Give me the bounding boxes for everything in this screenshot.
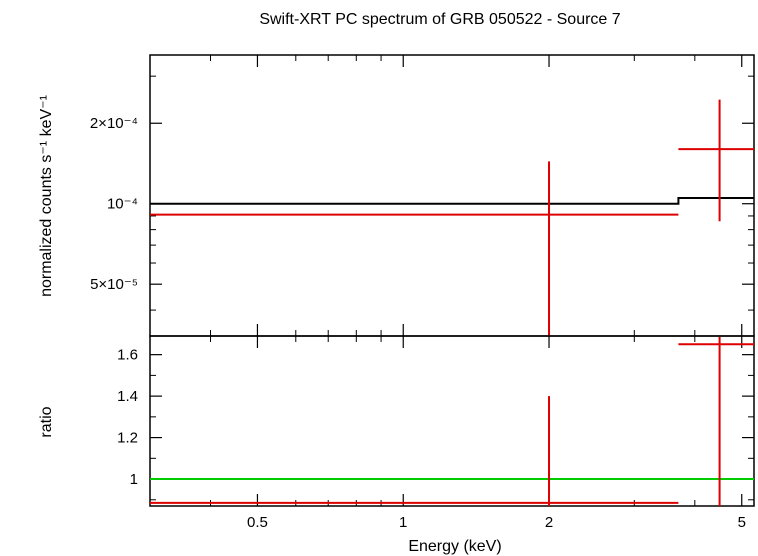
spectrum-y-tick-label: 10⁻⁴ [107,196,138,213]
x-tick-label: 1 [399,514,407,531]
spectrum-panel: 5×10⁻⁵ 10⁻⁴ 2×10⁻⁴ [90,54,755,337]
x-tick-label: 2 [545,514,553,531]
ratio-y-tick-label: 1 [130,471,138,488]
ratio-y-tick-label: 1.4 [117,388,138,405]
x-tick-label: 0.5 [247,514,268,531]
ratio-y-axis-label: ratio [38,406,55,437]
x-axis-label: Energy (keV) [408,538,501,555]
spectrum-y-axis-label: normalized counts s⁻¹ keV⁻¹ [38,95,55,297]
ratio-y-tick-label: 1.6 [117,347,138,364]
ratio-y-tick-label: 1.2 [117,430,138,447]
x-tick-label: 5 [738,514,746,531]
ratio-plot-frame [149,335,755,507]
spectrum-y-tick-label: 5×10⁻⁵ [90,276,138,293]
spectrum-y-tick-label: 2×10⁻⁴ [90,115,138,132]
model-step-line [150,197,754,205]
chart-title: Swift-XRT PC spectrum of GRB 050522 - So… [259,11,620,28]
spectrum-plot-frame [149,54,755,337]
ratio-panel: 0.5 1 2 5 1 1.2 1.4 1.6 [117,335,755,531]
